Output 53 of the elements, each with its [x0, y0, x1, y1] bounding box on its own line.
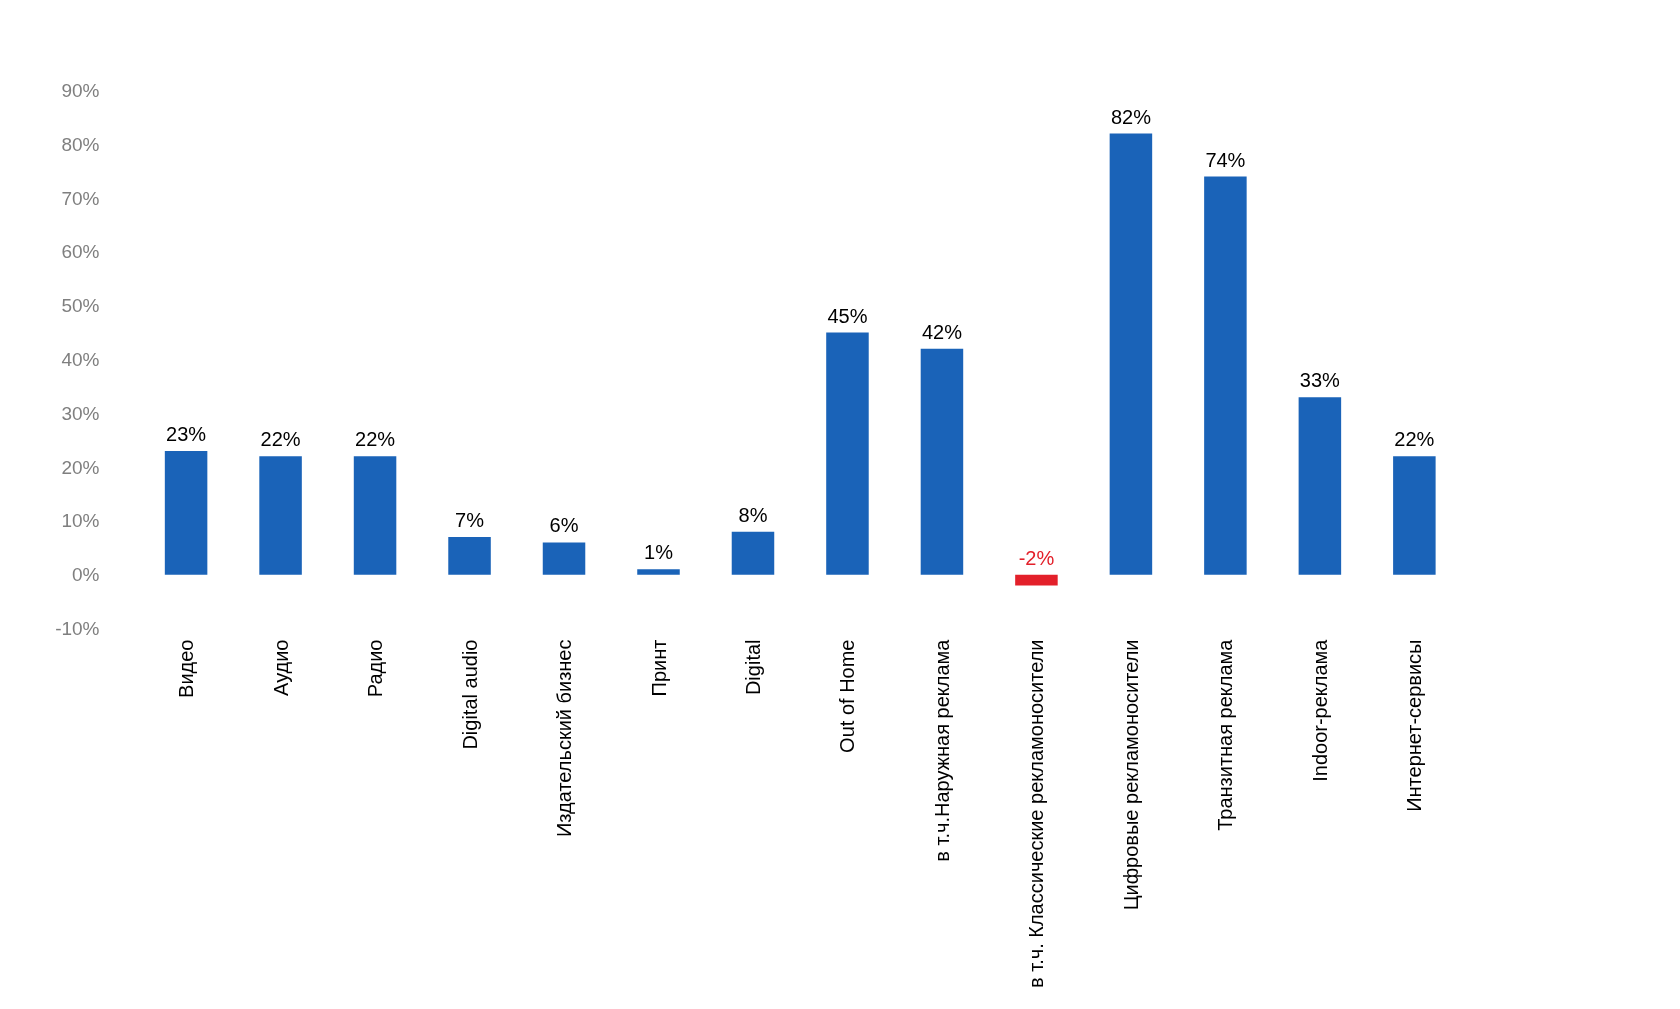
bar: [542, 542, 586, 575]
y-tick-label: -10%: [55, 618, 100, 639]
data-label: -2%: [1018, 546, 1055, 569]
x-tick-label: в т.ч.Наружная реклама: [930, 638, 953, 862]
data-label: 22%: [1394, 428, 1435, 451]
data-label: 82%: [1110, 105, 1152, 128]
data-label: 22%: [260, 428, 301, 451]
x-tick-label: Издательский бизнес: [553, 639, 576, 838]
x-tick-label: Интернет-сервисы: [1403, 639, 1426, 812]
data-label: 22%: [355, 428, 396, 451]
data-label: 74%: [1205, 148, 1246, 171]
x-tick-label: Транзитная реклама: [1214, 638, 1237, 831]
y-tick-label: 30%: [61, 402, 100, 424]
bar: [637, 569, 680, 575]
x-tick-label: в т.ч. Классические рекламоносители: [1025, 639, 1048, 988]
bar: [826, 332, 869, 575]
bar: [353, 456, 397, 575]
bar: [1015, 574, 1058, 586]
y-tick-label: 60%: [61, 241, 100, 263]
data-label: 1%: [644, 541, 674, 564]
bar: [1109, 133, 1153, 575]
x-tick-label: Цифровые рекламоносители: [1119, 639, 1142, 911]
x-tick-label: Digital: [741, 639, 764, 696]
bar: [1393, 456, 1436, 575]
data-label: 45%: [827, 304, 868, 327]
x-tick-label: Аудио: [269, 639, 292, 696]
data-label: 8%: [738, 503, 768, 526]
y-tick-label: 70%: [61, 187, 100, 209]
data-label: 42%: [921, 320, 963, 343]
x-tick-label: Out of Home: [836, 639, 859, 753]
x-tick-label: Indoor-реклама: [1308, 638, 1331, 782]
bar: [259, 456, 302, 575]
data-label: 23%: [166, 422, 207, 445]
y-tick-label: 90%: [61, 80, 100, 101]
x-tick-label: Digital audio: [458, 639, 481, 750]
data-label: 6%: [549, 514, 579, 537]
y-tick-label: 50%: [61, 295, 100, 317]
y-tick-label: 40%: [61, 349, 100, 370]
data-label: 7%: [455, 509, 485, 532]
bar: [448, 537, 491, 575]
bar: [920, 348, 964, 575]
y-tick-label: 80%: [61, 133, 100, 155]
y-tick-label: 0%: [72, 564, 100, 586]
bar: [1298, 397, 1342, 575]
data-label: 33%: [1299, 369, 1341, 392]
y-tick-label: 10%: [61, 510, 100, 532]
y-tick-label: 20%: [61, 456, 100, 478]
x-tick-label: Видео: [175, 639, 198, 698]
bar: [1204, 176, 1247, 575]
bar: [731, 531, 775, 575]
x-tick-label: Принт: [647, 639, 670, 697]
x-tick-label: Радио: [364, 639, 387, 698]
bar: [164, 450, 208, 575]
